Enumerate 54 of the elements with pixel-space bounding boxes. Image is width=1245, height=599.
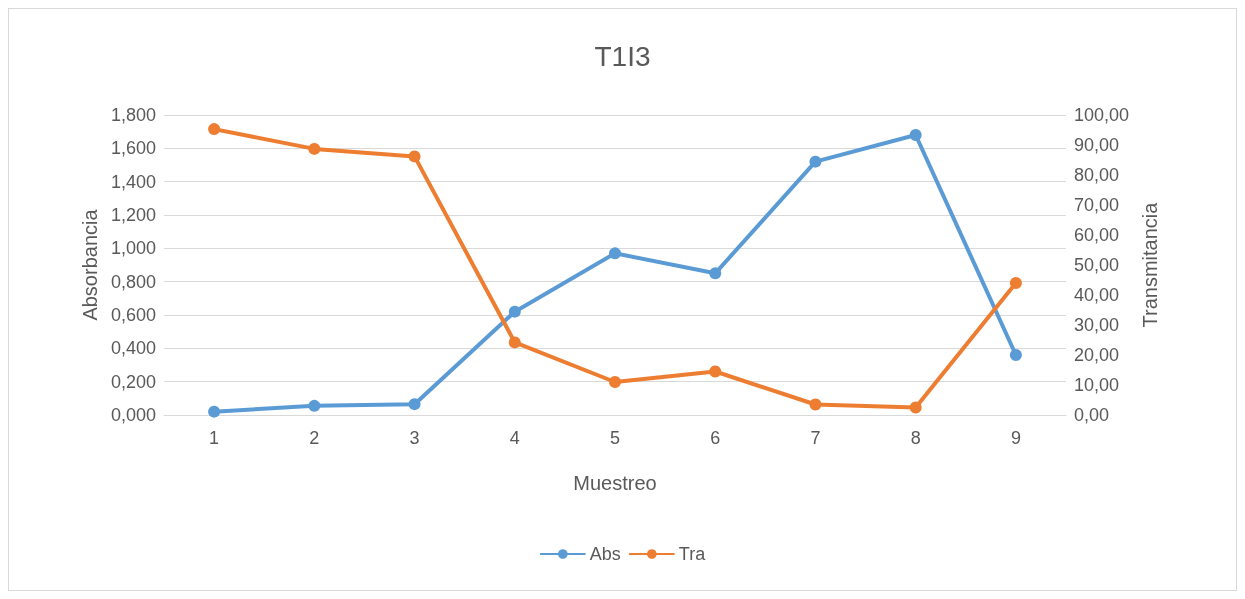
y2-tick-label: 100,00 [1074,105,1130,125]
y-tick-label: 1,400 [110,171,156,192]
point [508,336,521,349]
point [308,399,321,412]
y2-tick-label: 60,00 [1074,225,1120,245]
y2-tick-label: 30,00 [1074,315,1120,335]
point [609,376,621,388]
legend-label: Tra [678,544,707,564]
x-tick-label: 7 [810,428,821,448]
x-axis-title: Muestreo [573,472,657,494]
x-tick-label: 5 [609,428,621,448]
y2-axis-title: Transmitancia [1138,201,1161,328]
x-tick-label: 8 [910,428,921,448]
x-tick-label: 3 [409,428,420,448]
point [609,247,621,260]
x-tick-label: 9 [1010,428,1021,448]
y-tick-label: 1,200 [110,205,156,225]
chart-title: T1I3 [594,40,651,72]
point [208,123,221,136]
point [508,305,521,318]
point [408,150,421,163]
y-tick-label: 0,800 [110,271,156,292]
y2-tick-label: 80,00 [1074,165,1120,185]
y-tick-label: 1,000 [110,238,156,259]
y2-tick-label: 90,00 [1074,135,1120,155]
x-tick-label: 4 [509,428,520,448]
point [709,365,722,378]
y-tick-label: 0,400 [110,338,156,359]
x-tick-label: 6 [710,428,721,448]
y-tick-label: 1,800 [110,105,156,125]
y-tick-label: 1,600 [110,138,156,159]
point [809,155,822,168]
point [408,398,421,411]
point [308,142,321,155]
y2-tick-label: 10,00 [1074,375,1120,395]
y2-tick-label: 50,00 [1074,255,1120,275]
legend-label: Abs [589,544,621,564]
y2-tick-label: 20,00 [1074,345,1120,365]
point [208,405,221,418]
y2-tick-label: 40,00 [1074,285,1120,305]
point [809,398,822,411]
y-tick-label: 0,000 [110,405,156,425]
x-tick-label: 1 [209,428,220,448]
y2-tick-label: 0,00 [1074,405,1110,425]
point [909,129,922,141]
x-tick-label: 2 [309,428,320,448]
point [709,267,722,280]
point [909,401,922,414]
y-axis-title: Absorbancia [79,208,102,321]
point [1009,277,1022,289]
point [1009,349,1022,361]
y-tick-label: 0,600 [110,305,156,325]
y-tick-label: 0,200 [110,371,156,392]
y2-tick-label: 70,00 [1074,195,1120,215]
